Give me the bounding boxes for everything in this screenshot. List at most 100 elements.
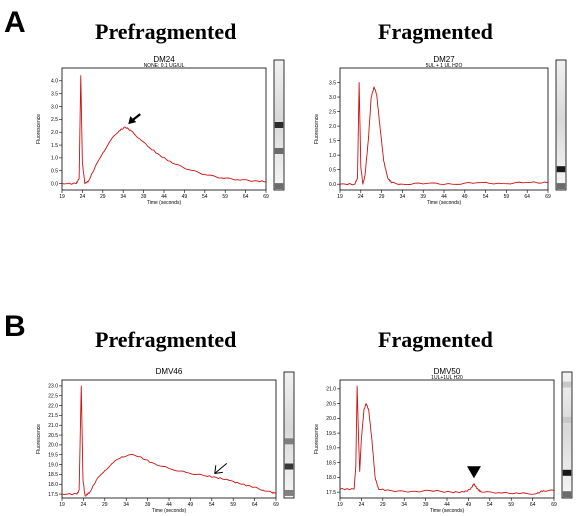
x-tick-label: 59 [222,194,228,200]
x-tick-label: 34 [120,194,126,200]
y-tick-label: 2.5 [51,117,58,123]
x-tick-label: 49 [466,502,472,508]
arrow-shaft [214,462,228,474]
x-tick-label: 54 [202,194,208,200]
x-tick-label: 29 [102,502,108,508]
gel-band [284,489,294,496]
x-tick-label: 34 [400,194,406,200]
x-tick-label: 59 [230,502,236,508]
y-tick-label: 3.5 [51,91,58,97]
x-tick-label: 39 [141,194,147,200]
x-tick-label: 44 [444,502,450,508]
panel-letter-a: A [4,6,26,39]
plot-frame [61,379,277,499]
x-tick-label: 64 [530,502,536,508]
plot-frame [61,67,267,191]
y-tick-label: 0.0 [51,181,58,187]
chart-title: DMV46 [156,367,183,376]
arrow-head [214,465,223,474]
x-tick-label: 54 [487,502,493,508]
y-axis-label: Fluorescence [314,424,320,454]
x-tick-label: 64 [243,194,249,200]
y-tick-label: 21.5 [48,413,58,419]
gel-band [562,416,572,423]
y-tick-label: 20.5 [48,433,58,439]
gel-lane [561,371,573,499]
gel-lane [555,59,567,191]
gel-band [284,463,294,470]
x-axis-label: Time (seconds) [152,508,187,514]
chart-title: DM24 [153,55,175,64]
x-tick-label: 59 [504,194,510,200]
y-tick-label: 2.5 [329,109,336,115]
y-tick-label: 0.0 [329,182,336,188]
x-axis-label: Time (seconds) [147,200,182,206]
x-tick-label: 44 [161,194,167,200]
x-tick-label: 24 [359,502,365,508]
y-axis-label: Fluorescence [314,114,320,144]
x-tick-label: 54 [483,194,489,200]
x-tick-label: 69 [263,194,269,200]
y-axis-label: Fluorescence [36,424,42,454]
x-tick-label: 19 [337,194,343,200]
y-tick-label: 22.0 [48,403,58,409]
x-tick-label: 44 [441,194,447,200]
y-tick-label: 20.0 [326,416,336,422]
x-tick-label: 49 [188,502,194,508]
x-tick-label: 29 [379,194,385,200]
y-tick-label: 0.5 [51,169,58,175]
panel-b-left-heading: Prefragmented [95,327,237,352]
x-tick-label: 39 [145,502,151,508]
y-axis-label: Fluorescence [36,114,42,144]
x-tick-label: 64 [524,194,530,200]
x-tick-label: 69 [273,502,279,508]
y-tick-label: 18.5 [48,472,58,478]
chart-svg: DMV46 17.5 18.0 18.5 19.0 19.5 20.0 20.5 21.0 21.… [36,367,295,514]
x-tick-label: 24 [80,194,86,200]
y-tick-label: 0.5 [329,167,336,173]
x-tick-label: 69 [551,502,557,508]
x-tick-label: 24 [81,502,87,508]
x-tick-label: 34 [123,502,129,508]
chart-a-left: DM24 NONE; 0.1 UG/UL 0.0 0.5 1.0 1.5 2.0 2.5 3.0… [30,54,288,206]
x-tick-label: 49 [182,194,188,200]
x-tick-label: 64 [252,502,258,508]
y-tick-label: 20.5 [326,401,336,407]
y-tick-label: 18.0 [326,475,336,481]
gel-lane [283,371,295,499]
series-line [339,385,555,495]
y-tick-label: 3.5 [329,80,336,86]
arrow-head [128,116,137,125]
panel-b-right-heading: Fragmented [378,327,493,352]
x-tick-label: 49 [462,194,468,200]
y-tick-label: 1.5 [329,138,336,144]
x-tick-label: 44 [166,502,172,508]
chart-a-right: DM27 5UL + 1 UL H2O 0.0 0.5 1.0 1.5 2.0 2.5 3.0 3… [308,54,570,206]
y-tick-label: 18.5 [326,460,336,466]
chart-subtitle: 5UL + 1 UL H2O [426,63,463,69]
chart-subtitle: NONE; 0.1 UG/UL [144,63,185,69]
y-tick-label: 19.0 [326,446,336,452]
plot-frame [339,67,549,191]
series-line [61,75,267,185]
series-line [339,82,549,186]
x-tick-label: 24 [358,194,364,200]
y-tick-label: 20.0 [48,443,58,449]
y-tick-label: 3.0 [329,95,336,101]
x-axis-label: Time (seconds) [430,508,465,514]
panel-letter-b: B [4,310,26,343]
x-tick-label: 29 [100,194,106,200]
y-tick-label: 19.5 [48,453,58,459]
y-tick-label: 1.0 [51,156,58,162]
gel-band [274,148,284,154]
y-tick-label: 1.0 [329,153,336,159]
y-tick-label: 17.5 [326,490,336,496]
gel-band [562,469,572,476]
x-tick-label: 39 [423,502,429,508]
series-line [61,385,277,497]
x-tick-label: 19 [59,502,65,508]
chart-b-right: DMV50 1UL+1UL H20 17.5 18.0 18.5 19.0 19.5 20.0… [308,366,576,514]
y-tick-label: 22.5 [48,394,58,400]
